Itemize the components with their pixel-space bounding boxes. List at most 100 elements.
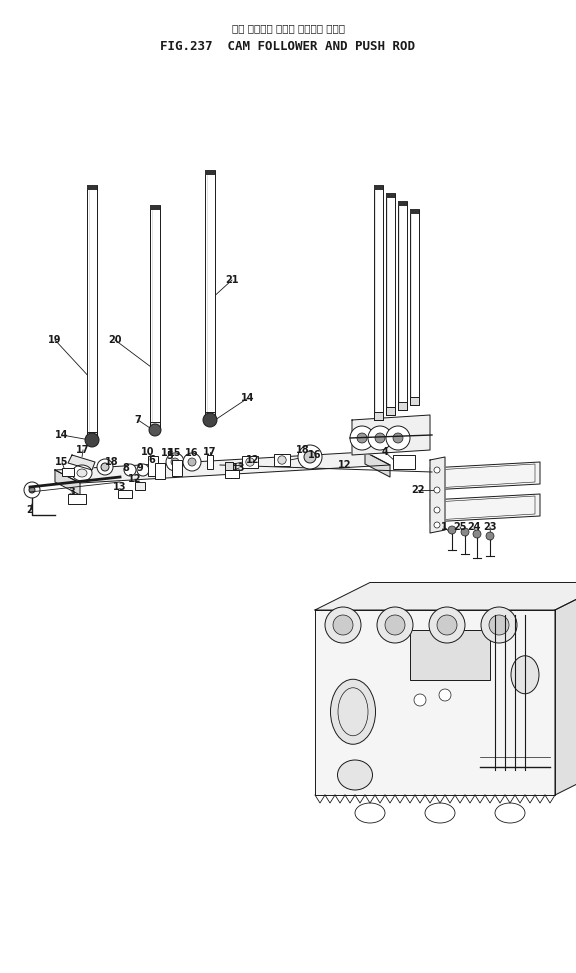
- Circle shape: [203, 413, 217, 427]
- Bar: [385, 407, 395, 415]
- Text: 9: 9: [137, 463, 143, 473]
- Text: 15: 15: [55, 457, 69, 467]
- Bar: [62, 468, 74, 476]
- Circle shape: [399, 458, 407, 466]
- Bar: [148, 456, 158, 476]
- Bar: [397, 201, 407, 410]
- Circle shape: [375, 433, 385, 443]
- Text: 14: 14: [241, 393, 255, 403]
- Bar: [155, 463, 165, 479]
- Text: 5: 5: [166, 451, 173, 461]
- Text: 6: 6: [149, 455, 156, 465]
- Bar: [385, 193, 395, 415]
- Circle shape: [183, 453, 201, 471]
- Text: 3: 3: [69, 487, 75, 497]
- Circle shape: [97, 459, 113, 475]
- Circle shape: [385, 615, 405, 635]
- Bar: [410, 630, 490, 680]
- Text: 11: 11: [161, 448, 175, 458]
- Polygon shape: [55, 452, 390, 483]
- Circle shape: [434, 487, 440, 493]
- Text: カム フォロワ および プッシュ ロッド: カム フォロワ および プッシュ ロッド: [232, 23, 344, 33]
- Text: 24: 24: [467, 522, 481, 532]
- Bar: [242, 456, 258, 468]
- Bar: [135, 482, 145, 490]
- Circle shape: [434, 467, 440, 473]
- Bar: [68, 494, 86, 504]
- Circle shape: [246, 458, 254, 466]
- Circle shape: [350, 426, 374, 450]
- Text: 20: 20: [108, 335, 122, 345]
- Polygon shape: [430, 494, 540, 522]
- Text: 1: 1: [441, 522, 448, 532]
- Bar: [205, 170, 215, 420]
- Text: 21: 21: [225, 275, 238, 285]
- Bar: [150, 205, 160, 210]
- Polygon shape: [430, 457, 445, 533]
- Ellipse shape: [338, 760, 373, 790]
- Bar: [87, 185, 97, 440]
- Text: 16: 16: [308, 450, 322, 460]
- Text: 25: 25: [453, 522, 467, 532]
- Bar: [87, 432, 97, 440]
- Circle shape: [298, 445, 322, 469]
- Circle shape: [386, 426, 410, 450]
- Bar: [205, 170, 215, 175]
- Bar: [172, 460, 182, 476]
- Ellipse shape: [72, 465, 92, 481]
- Text: 17: 17: [203, 447, 217, 457]
- Circle shape: [149, 424, 161, 436]
- Circle shape: [166, 453, 184, 471]
- Circle shape: [489, 615, 509, 635]
- Circle shape: [137, 464, 149, 476]
- Polygon shape: [68, 455, 95, 470]
- Bar: [225, 470, 239, 478]
- Bar: [373, 412, 382, 420]
- Text: 13: 13: [232, 463, 246, 473]
- Circle shape: [171, 458, 179, 466]
- Bar: [410, 209, 419, 405]
- Bar: [397, 201, 407, 206]
- Circle shape: [437, 615, 457, 635]
- Bar: [150, 422, 160, 430]
- Circle shape: [473, 530, 481, 538]
- Bar: [207, 455, 213, 469]
- Bar: [118, 490, 132, 498]
- Bar: [385, 193, 395, 198]
- Circle shape: [278, 455, 286, 464]
- Bar: [150, 205, 160, 430]
- Text: 18: 18: [296, 445, 310, 455]
- Circle shape: [377, 607, 413, 643]
- Ellipse shape: [331, 679, 376, 744]
- Ellipse shape: [77, 469, 87, 477]
- Circle shape: [357, 433, 367, 443]
- Text: 2: 2: [26, 505, 33, 515]
- Circle shape: [448, 526, 456, 534]
- Bar: [205, 412, 215, 420]
- Polygon shape: [365, 452, 390, 477]
- Bar: [373, 185, 382, 420]
- Circle shape: [434, 507, 440, 513]
- Circle shape: [304, 451, 316, 463]
- Text: 15: 15: [168, 448, 182, 458]
- Bar: [410, 397, 419, 405]
- Text: 7: 7: [135, 415, 141, 425]
- Text: 23: 23: [483, 522, 497, 532]
- Bar: [393, 455, 415, 469]
- Polygon shape: [555, 583, 576, 795]
- Bar: [225, 462, 233, 472]
- Text: FIG.237  CAM FOLLOWER AND PUSH ROD: FIG.237 CAM FOLLOWER AND PUSH ROD: [161, 40, 415, 53]
- Circle shape: [439, 689, 451, 701]
- Bar: [410, 209, 419, 214]
- Polygon shape: [315, 610, 555, 795]
- Text: 17: 17: [76, 445, 90, 455]
- Polygon shape: [352, 415, 430, 455]
- Ellipse shape: [511, 656, 539, 694]
- Text: 19: 19: [48, 335, 62, 345]
- Text: 12: 12: [338, 460, 352, 470]
- Circle shape: [486, 532, 494, 540]
- Polygon shape: [430, 462, 540, 490]
- Text: 22: 22: [411, 485, 425, 495]
- Text: 8: 8: [123, 463, 130, 473]
- Circle shape: [325, 607, 361, 643]
